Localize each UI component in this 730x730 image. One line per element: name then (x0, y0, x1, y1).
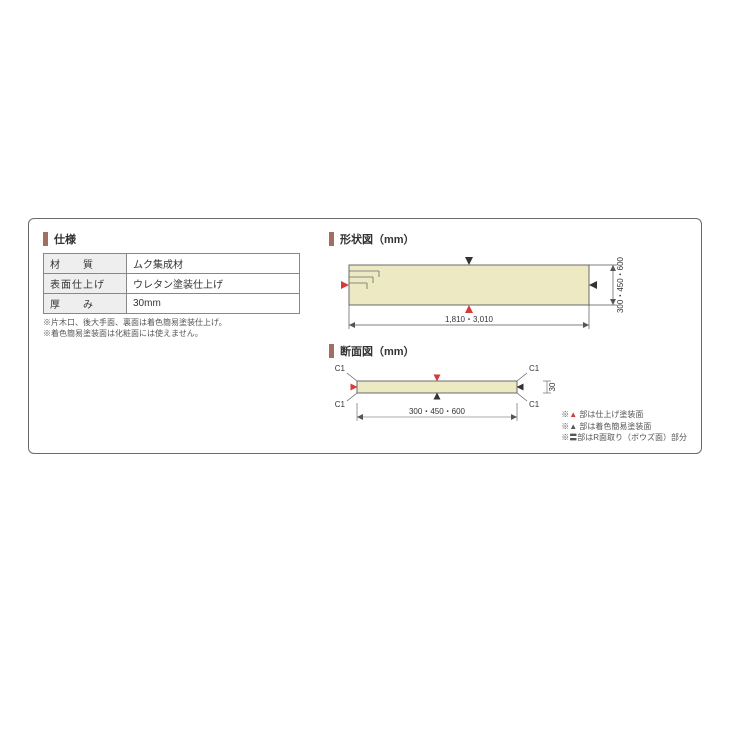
svg-text:1,810・3,010: 1,810・3,010 (445, 315, 494, 324)
spec-label: 厚 み (44, 294, 127, 314)
shape-diagram-section: 形状図（mm） 1,810・3,010 300・450・600 (329, 231, 639, 335)
svg-text:C1: C1 (335, 400, 346, 409)
spec-label: 表面仕上げ (44, 274, 127, 294)
spec-notes: ※片木口、後大手面、裏面は着色簡易塗装仕上げ。※着色簡易塗装面は化粧面には使えま… (43, 318, 303, 340)
svg-text:C1: C1 (335, 364, 346, 373)
spec-title-text: 仕様 (54, 231, 76, 247)
section-diagram-section: 断面図（mm） C1 C1 C1 C1 300・450・600 30 (329, 343, 579, 439)
shape-diagram: 1,810・3,010 300・450・600 (329, 251, 639, 335)
legend-line: ※▲ 部は着色簡易塗装面 (561, 421, 687, 432)
svg-text:C1: C1 (529, 400, 540, 409)
svg-text:300・450・600: 300・450・600 (409, 407, 466, 416)
spec-title: 仕様 (43, 231, 303, 247)
table-row: 材 質ムク集成材 (44, 254, 300, 274)
svg-text:300・450・600: 300・450・600 (616, 256, 625, 313)
shape-diagram-svg: 1,810・3,010 300・450・600 (329, 251, 639, 335)
spec-value: ウレタン塗装仕上げ (127, 274, 300, 294)
spec-table: 材 質ムク集成材表面仕上げウレタン塗装仕上げ厚 み30mm (43, 253, 300, 314)
svg-text:C1: C1 (529, 364, 540, 373)
accent-bar-icon (43, 232, 48, 246)
note-line: ※片木口、後大手面、裏面は着色簡易塗装仕上げ。 (43, 318, 303, 329)
svg-text:30: 30 (548, 382, 557, 391)
spec-section: 仕様材 質ムク集成材表面仕上げウレタン塗装仕上げ厚 み30mm ※片木口、後大手面… (43, 231, 303, 340)
shape-title: 形状図（mm） (329, 231, 639, 247)
spec-label: 材 質 (44, 254, 127, 274)
accent-bar-icon (329, 344, 334, 358)
spec-value: 30mm (127, 294, 300, 314)
spec-card: 仕様材 質ムク集成材表面仕上げウレタン塗装仕上げ厚 み30mm ※片木口、後大手面… (28, 218, 702, 454)
legend: ※▲ 部は仕上げ塗装面※▲ 部は着色簡易塗装面※〓部はR面取り（ボウズ面）部分 (561, 409, 687, 443)
note-line: ※着色簡易塗装面は化粧面には使えません。 (43, 329, 303, 340)
section-title-text: 断面図（mm） (340, 343, 415, 359)
section-diagram-svg: C1 C1 C1 C1 300・450・600 30 (329, 363, 579, 439)
table-row: 厚 み30mm (44, 294, 300, 314)
legend-line: ※▲ 部は仕上げ塗装面 (561, 409, 687, 420)
accent-bar-icon (329, 232, 334, 246)
spec-value: ムク集成材 (127, 254, 300, 274)
shape-title-text: 形状図（mm） (340, 231, 415, 247)
legend-line: ※〓部はR面取り（ボウズ面）部分 (561, 432, 687, 443)
table-row: 表面仕上げウレタン塗装仕上げ (44, 274, 300, 294)
section-title: 断面図（mm） (329, 343, 579, 359)
section-diagram: C1 C1 C1 C1 300・450・600 30 (329, 363, 579, 439)
